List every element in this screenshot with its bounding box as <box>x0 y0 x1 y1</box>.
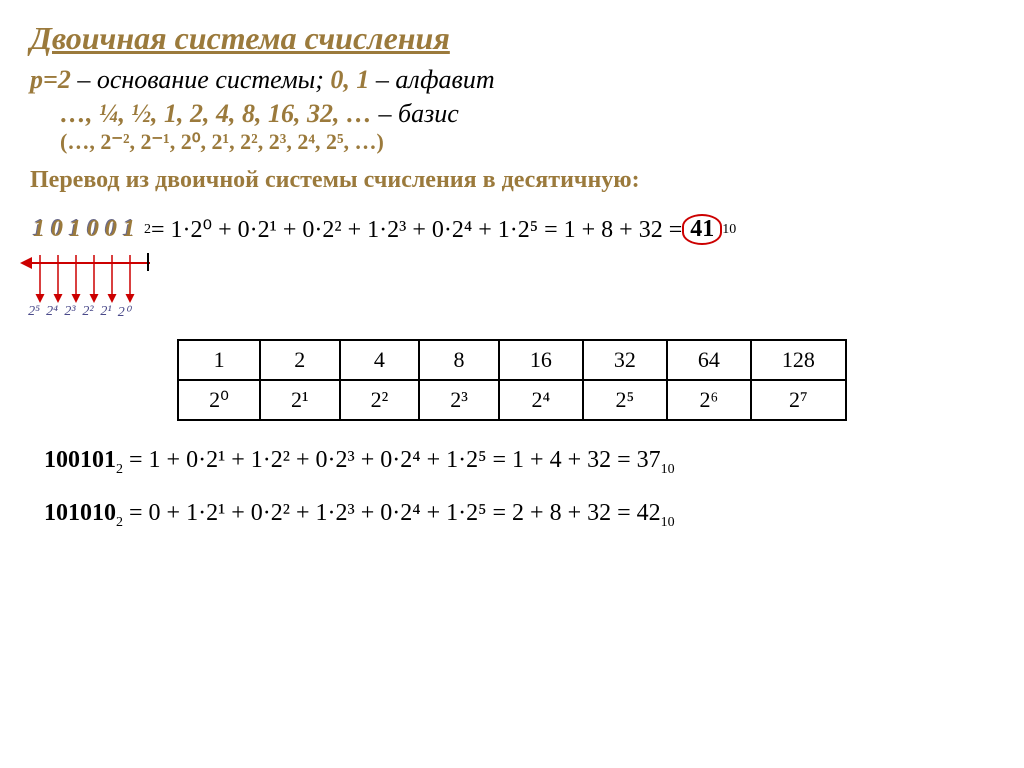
binary-digit: 1 <box>66 216 84 243</box>
table-cell: 2 <box>260 340 340 380</box>
binary-digit: 0 <box>102 216 120 243</box>
table-cell: 4 <box>340 340 420 380</box>
basis-label: – базис <box>379 99 459 128</box>
table-cell: 2⁰ <box>178 380 260 420</box>
base-line: р=2 – основание системы; 0, 1 – алфавит <box>30 65 994 95</box>
table-cell: 1 <box>178 340 260 380</box>
table-cell: 2⁴ <box>499 380 583 420</box>
table-cell: 2³ <box>419 380 499 420</box>
binary-digit: 1 <box>30 216 48 243</box>
binary-subscript: 2 <box>144 222 151 238</box>
arrow-diagram: 2⁵2⁴2³2²2¹2⁰ <box>30 251 280 321</box>
alphabet: 0, 1 <box>330 65 369 94</box>
binary-number: 101001 <box>30 216 138 243</box>
table-row: 2⁰2¹2²2³2⁴2⁵2⁶2⁷ <box>178 380 846 420</box>
power-labels: 2⁵2⁴2³2²2¹2⁰ <box>25 304 133 321</box>
power-label: 2⁴ <box>43 304 61 321</box>
base-t1: – основание системы; <box>71 65 331 94</box>
base-p: р=2 <box>30 65 71 94</box>
power-label: 2² <box>79 304 97 321</box>
table-cell: 2¹ <box>260 380 340 420</box>
table-cell: 2² <box>340 380 420 420</box>
binary-digit: 0 <box>84 216 102 243</box>
page-title: Двоичная система счисления <box>30 20 994 57</box>
binary-digit: 1 <box>120 216 138 243</box>
main-formula: = 1·2⁰ + 0·2¹ + 0·2² + 1·2³ + 0·2⁴ + 1·2… <box>151 215 682 244</box>
binary-digit: 0 <box>48 216 66 243</box>
powers-table: 1248163264128 2⁰2¹2²2³2⁴2⁵2⁶2⁷ <box>177 339 847 421</box>
main-formula-row: 1010012 = 1·2⁰ + 0·2¹ + 0·2² + 1·2³ + 0·… <box>30 214 994 245</box>
result-subscript: 10 <box>722 222 736 238</box>
power-label: 2¹ <box>97 304 115 321</box>
table-cell: 32 <box>583 340 667 380</box>
basis-line: …, ¼, ½, 1, 2, 4, 8, 16, 32, … – базис <box>60 99 994 129</box>
table-cell: 128 <box>751 340 846 380</box>
base-t2: – алфавит <box>369 65 494 94</box>
table-cell: 2⁷ <box>751 380 846 420</box>
table-cell: 2⁵ <box>583 380 667 420</box>
basis-powers: (…, 2⁻², 2⁻¹, 2⁰, 2¹, 2², 2³, 2⁴, 2⁵, …) <box>60 129 994 155</box>
result-circle: 41 <box>682 214 722 245</box>
table-row: 1248163264128 <box>178 340 846 380</box>
result-value: 41 <box>690 216 714 242</box>
table-cell: 8 <box>419 340 499 380</box>
table-cell: 2⁶ <box>667 380 751 420</box>
example-line: 1010102 = 0 + 1·2¹ + 0·2² + 1·2³ + 0·2⁴ … <box>44 500 994 531</box>
basis-values: …, ¼, ½, 1, 2, 4, 8, 16, 32, … <box>60 99 379 128</box>
example-line: 1001012 = 1 + 0·2¹ + 1·2² + 0·2³ + 0·2⁴ … <box>44 447 994 478</box>
examples-block: 1001012 = 1 + 0·2¹ + 1·2² + 0·2³ + 0·2⁴ … <box>30 447 994 531</box>
subtitle: Перевод из двоичной системы счисления в … <box>30 167 994 194</box>
power-label: 2³ <box>61 304 79 321</box>
power-label: 2⁰ <box>115 304 133 321</box>
table-cell: 16 <box>499 340 583 380</box>
power-label: 2⁵ <box>25 304 43 321</box>
arrows-svg <box>20 251 180 306</box>
table-cell: 64 <box>667 340 751 380</box>
